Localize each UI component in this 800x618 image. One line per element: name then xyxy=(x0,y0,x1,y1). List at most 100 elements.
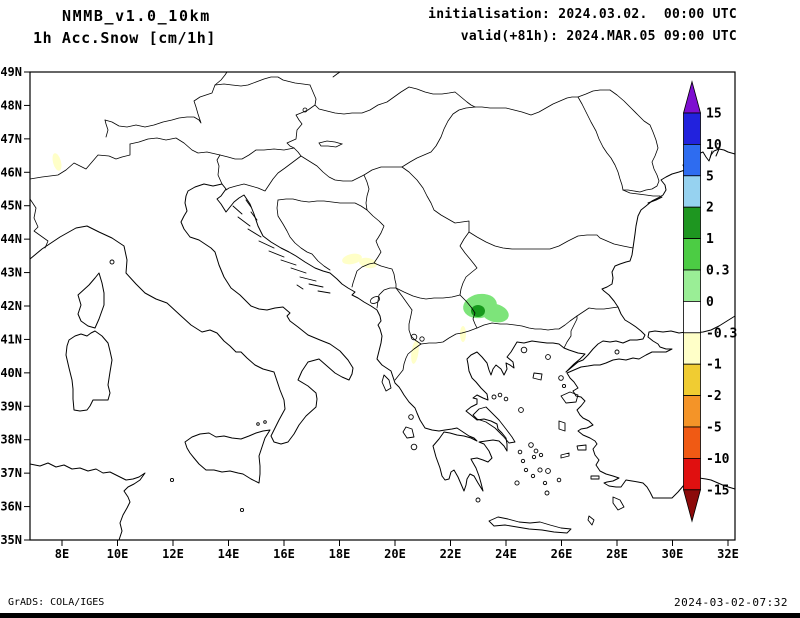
coast-sardinia xyxy=(65,330,113,412)
border-serbia-romania xyxy=(401,166,470,233)
colorbar-segment xyxy=(683,206,701,239)
border-romania-bulgaria xyxy=(468,231,634,250)
x-tick-label: 24E xyxy=(495,547,517,561)
colorbar-segment xyxy=(683,175,701,208)
colorbar-segment xyxy=(683,457,701,491)
shaded-patch xyxy=(481,303,509,323)
colorbar-label: 2 xyxy=(706,201,714,216)
coast-sicily xyxy=(184,429,271,484)
sporades-island xyxy=(503,396,509,402)
axis-labels: 8E 10E 12E 14E 16E 18E 20E 22E 24E 26E 28E 30E 32E 49… xyxy=(0,65,739,561)
colorbar-segment xyxy=(683,332,701,365)
y-tick-label: 42N xyxy=(0,299,22,313)
colorbar-label: 10 xyxy=(706,138,722,153)
border-serbia-macedonia xyxy=(395,287,461,300)
x-tick-label: 18E xyxy=(329,547,351,561)
colorbar-label: -2 xyxy=(706,389,722,404)
x-tick-label: 32E xyxy=(717,547,739,561)
border-kosovo-albania xyxy=(395,287,413,311)
x-tick-label: 12E xyxy=(162,547,184,561)
kefalonia-island xyxy=(402,426,415,439)
islands xyxy=(109,199,625,534)
y-tick-label: 38N xyxy=(0,433,22,447)
y-tick-label: 47N xyxy=(0,132,22,146)
lake-balaton xyxy=(318,140,344,148)
ikaria-island xyxy=(560,452,570,459)
border-macedonia-greece xyxy=(420,327,478,345)
border-hungary-serbia xyxy=(363,166,403,176)
border-bosnia-croatia-west xyxy=(276,199,331,271)
shaded-patch xyxy=(411,340,419,364)
border-switzerland-italy xyxy=(29,143,131,180)
colorbar-segment xyxy=(683,363,701,397)
colorbar-label: 1 xyxy=(706,232,714,247)
lake-skadar xyxy=(369,296,381,304)
y-tick-label: 40N xyxy=(0,366,22,380)
border-bulgaria-greece xyxy=(476,315,578,331)
colorbar-label: -15 xyxy=(706,483,729,498)
colorbar-label: -0.3 xyxy=(706,326,737,341)
skyros-island xyxy=(518,407,524,413)
x-tick-label: 26E xyxy=(551,547,573,561)
cyclades-island xyxy=(531,454,537,460)
lake-neusiedl xyxy=(302,107,308,113)
cyclades-island xyxy=(520,458,526,464)
border-austria-italy xyxy=(129,137,221,156)
shaded-patch xyxy=(342,253,362,265)
model-title: NMMB_v1.0_10km xyxy=(62,7,211,25)
colorbar-label: 0.3 xyxy=(706,264,729,279)
colorbar-top-arrow xyxy=(682,80,702,114)
x-tick-label: 22E xyxy=(440,547,462,561)
border-france-italy xyxy=(29,198,49,249)
colorbar-segment xyxy=(683,269,701,302)
border-montenegro-serbia xyxy=(373,262,397,289)
cyclades-island xyxy=(556,477,562,483)
rhodes-island xyxy=(612,496,625,511)
y-tick-label: 37N xyxy=(0,466,22,480)
cyclades-island xyxy=(523,467,529,473)
colorbar-bottom-arrow xyxy=(682,489,702,523)
corfu-island xyxy=(381,374,392,392)
border-czech-slovakia xyxy=(332,71,341,78)
y-tick-label: 45N xyxy=(0,199,22,213)
x-tick-label: 10E xyxy=(107,547,129,561)
lemnos-island xyxy=(532,372,543,381)
cyclades-island xyxy=(542,480,548,486)
colorbar-label: -5 xyxy=(706,421,722,436)
border-bulgaria-turkey xyxy=(576,306,619,317)
sporades-island xyxy=(491,394,497,400)
colorbar-segment xyxy=(683,426,701,459)
pantelleria-island xyxy=(169,477,175,483)
colorbar-segment xyxy=(683,112,701,145)
coast-italy xyxy=(29,183,354,445)
cyclades-island xyxy=(537,467,543,473)
cyclades-island xyxy=(533,448,539,454)
coast-turkey xyxy=(566,315,736,499)
cyclades-island xyxy=(544,490,550,496)
cyclades-island xyxy=(538,452,544,458)
coast-corsica xyxy=(77,272,105,329)
shaded-patch xyxy=(52,153,62,171)
border-romania-moldova xyxy=(577,96,624,191)
dalmatian-islands xyxy=(232,199,331,294)
colorbar-label: -1 xyxy=(706,358,722,373)
shaded-patch xyxy=(471,305,485,317)
y-tick-label: 36N xyxy=(0,500,22,514)
bottom-black-bar xyxy=(0,613,800,618)
x-tick-label: 28E xyxy=(606,547,628,561)
thasos-island xyxy=(520,346,528,354)
coast-north-africa xyxy=(29,462,146,541)
border-croatia-serbia xyxy=(363,174,370,211)
coastlines xyxy=(29,148,736,541)
cyclades-island xyxy=(517,449,523,455)
cyclades-island xyxy=(514,480,520,486)
colorbar-segment xyxy=(683,143,701,177)
border-moldova-ukraine xyxy=(609,89,660,193)
border-slovenia-croatia xyxy=(225,147,302,192)
y-tick-label: 49N xyxy=(0,65,22,79)
colorbar-label: -10 xyxy=(706,452,730,467)
border-macedonia-bulgaria xyxy=(459,294,478,329)
border-serbia-bulgaria xyxy=(459,231,478,296)
